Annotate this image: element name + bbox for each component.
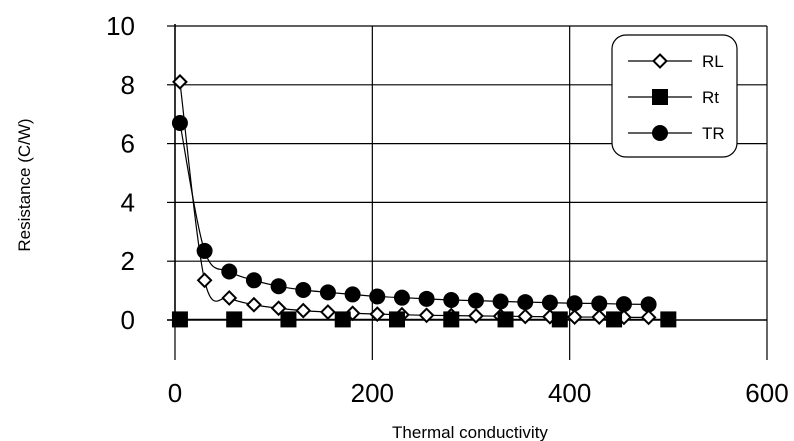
point-TR-1 (196, 242, 213, 259)
point-RL-6 (320, 304, 336, 320)
point-TR-14 (517, 294, 534, 311)
series-markers (171, 73, 677, 328)
point-RL-5 (295, 302, 312, 319)
x-tick-label-3: 600 (745, 378, 788, 408)
point-TR-3 (245, 272, 262, 289)
point-TR-6 (319, 284, 336, 301)
point-RL-2 (221, 290, 238, 306)
y-tick-label-2: 4 (121, 187, 135, 217)
point-TR-9 (393, 289, 410, 306)
x-axis-title: Thermal conductivity (392, 423, 548, 441)
point-Rt-3 (334, 311, 351, 328)
point-Rt-9 (660, 311, 677, 328)
legend: RL Rt TR (611, 34, 738, 158)
legend-marker-TR (652, 125, 668, 141)
point-TR-18 (615, 296, 632, 313)
point-Rt-2 (280, 311, 297, 328)
legend-label-RL: RL (702, 52, 724, 71)
point-Rt-8 (606, 311, 623, 328)
point-TR-5 (295, 282, 312, 299)
point-TR-19 (640, 296, 657, 313)
point-RL-0 (172, 73, 188, 90)
point-TR-2 (221, 263, 238, 280)
y-tick-label-1: 2 (121, 246, 135, 276)
point-RL-17 (591, 309, 608, 325)
legend-box (611, 34, 738, 158)
point-Rt-1 (226, 311, 243, 328)
point-TR-16 (566, 295, 583, 312)
point-RL-16 (566, 309, 583, 325)
point-RL-14 (517, 308, 534, 325)
point-RL-8 (369, 306, 386, 323)
legend-marker-RL (652, 53, 668, 69)
legend-marker-Rt (652, 89, 668, 105)
point-RL-1 (196, 272, 213, 289)
x-tick-label-0: 0 (168, 378, 182, 408)
point-Rt-5 (443, 311, 460, 328)
point-TR-12 (467, 292, 484, 309)
point-Rt-0 (171, 311, 188, 328)
point-Rt-4 (389, 311, 405, 328)
point-TR-0 (171, 115, 188, 132)
point-RL-10 (418, 307, 435, 324)
point-TR-13 (492, 293, 509, 310)
point-TR-7 (344, 286, 361, 303)
y-axis-title: Resistance (C/W) (15, 118, 34, 251)
legend-label-Rt: Rt (702, 88, 719, 107)
point-RL-3 (246, 296, 262, 313)
x-tick-label-1: 200 (351, 378, 394, 408)
point-TR-4 (270, 278, 287, 295)
point-Rt-7 (551, 311, 568, 328)
point-TR-10 (418, 290, 435, 307)
legend-label-TR: TR (702, 124, 725, 143)
y-tick-label-5: 10 (106, 11, 135, 41)
point-TR-11 (443, 292, 460, 309)
tick-labels: 0 200 400 600 0 2 4 6 8 10 (106, 11, 789, 408)
point-RL-12 (468, 307, 484, 324)
point-Rt-6 (497, 311, 514, 328)
point-TR-15 (541, 294, 558, 311)
y-tick-label-0: 0 (121, 305, 135, 335)
point-TR-17 (591, 295, 608, 312)
point-RL-19 (640, 309, 657, 326)
x-tick-label-2: 400 (548, 378, 591, 408)
y-tick-label-4: 8 (121, 70, 135, 100)
point-TR-8 (369, 288, 386, 305)
y-tick-label-3: 6 (121, 129, 135, 159)
